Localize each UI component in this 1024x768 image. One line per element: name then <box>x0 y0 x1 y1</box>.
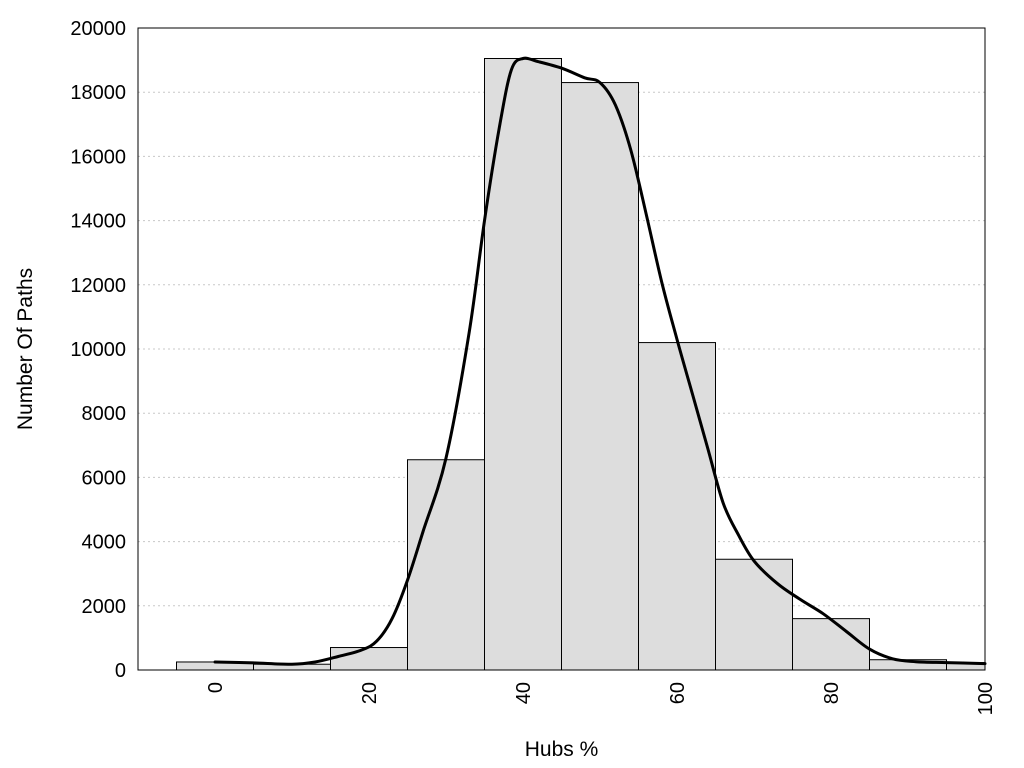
x-tick-label: 0 <box>205 682 227 693</box>
y-tick-label: 14000 <box>70 211 126 233</box>
x-tick-label: 20 <box>359 682 381 704</box>
density-curve-line <box>213 56 987 666</box>
y-axis-title: Number Of Paths <box>14 268 37 430</box>
y-tick-labels: 0 2000 4000 6000 8000 10000 12000 14000 16000 180… <box>70 18 126 682</box>
y-tick-label: 12000 <box>70 275 126 297</box>
histogram-bar <box>638 342 716 671</box>
y-tick-label: 20000 <box>70 18 126 40</box>
histogram-bar <box>330 647 408 671</box>
x-tick-label: 80 <box>821 682 843 704</box>
histogram-bar <box>792 618 870 671</box>
x-axis-title: Hubs % <box>525 738 599 761</box>
x-tick-label: 100 <box>975 682 997 715</box>
histogram-bars <box>176 57 986 671</box>
y-tick-label: 16000 <box>70 146 126 168</box>
y-tick-label: 0 <box>115 660 126 682</box>
histogram-bar <box>715 558 793 671</box>
plot-frame <box>137 27 986 671</box>
histogram-bar <box>407 459 485 671</box>
x-tick-label: 40 <box>513 682 535 704</box>
grid-lines <box>138 91 985 607</box>
histogram-bar <box>561 82 639 671</box>
x-tick-labels: 0 20 40 60 80 100 <box>205 682 997 715</box>
y-tick-label: 4000 <box>82 532 127 554</box>
y-tick-label: 18000 <box>70 82 126 104</box>
x-tick-label: 60 <box>667 682 689 704</box>
y-tick-label: 10000 <box>70 339 126 361</box>
y-tick-label: 6000 <box>82 467 127 489</box>
y-tick-label: 8000 <box>82 403 127 425</box>
y-tick-label: 2000 <box>82 596 127 618</box>
